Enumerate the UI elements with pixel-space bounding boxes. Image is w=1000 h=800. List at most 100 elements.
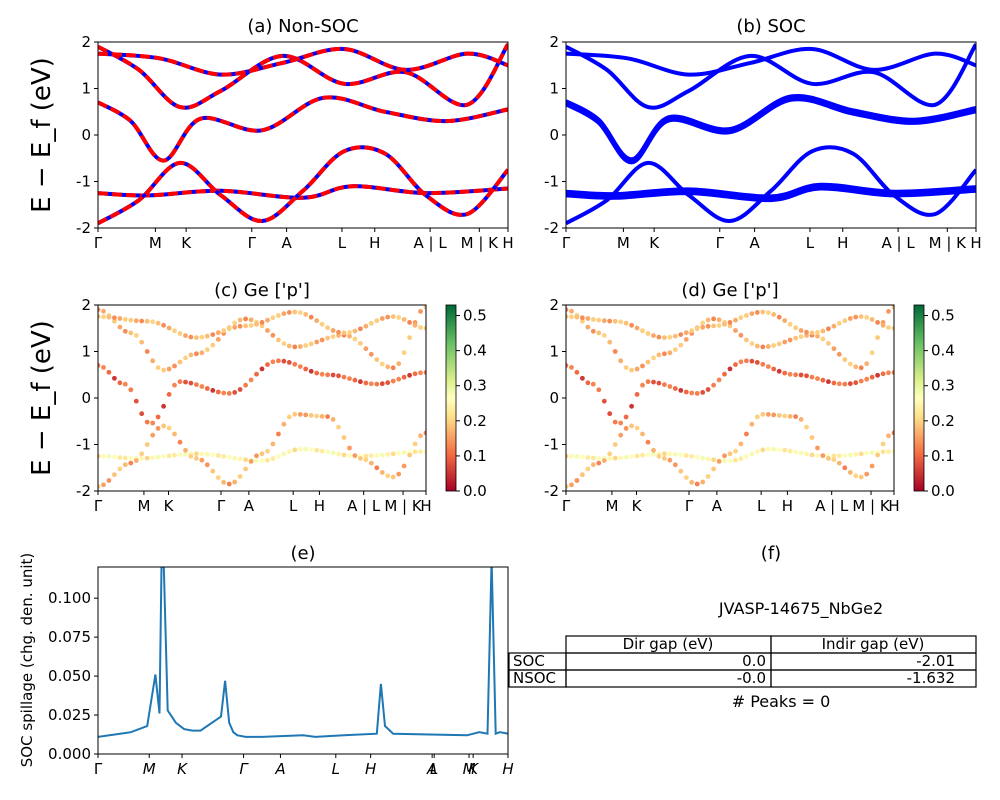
projection-point: [864, 450, 870, 456]
projection-point: [585, 324, 591, 330]
projection-point: [150, 432, 156, 438]
projection-point: [112, 318, 117, 324]
panel-c-title: (c) Ge ['p']: [214, 280, 310, 301]
projection-point: [640, 328, 645, 334]
projection-point: [569, 308, 574, 314]
projection-point: [352, 453, 358, 458]
projection-point: [177, 452, 183, 457]
projection-point: [144, 455, 150, 461]
panel-c-ylabel: E − E_f (eV): [27, 320, 57, 476]
panel-a-xtick-label: H: [502, 234, 513, 252]
panel-d-xtick-label: H: [782, 497, 793, 515]
projection-point: [155, 426, 161, 431]
projection-point: [864, 361, 870, 367]
projection-point: [596, 317, 602, 323]
projection-point: [809, 452, 815, 458]
projection-point: [574, 369, 580, 375]
panel-e-ytick-label: 0.025: [48, 706, 91, 724]
projection-point: [798, 417, 804, 422]
projection-point: [672, 347, 678, 353]
projection-point: [749, 451, 755, 457]
projection-point: [117, 466, 123, 472]
panel-a-xtick-label: Γ: [248, 234, 257, 252]
projection-point: [694, 481, 700, 487]
projection-point: [254, 453, 259, 459]
projection-point: [700, 455, 706, 461]
projection-point: [98, 453, 101, 459]
panel-b-xtick-label: K: [649, 234, 660, 252]
panel-c-points: [98, 305, 426, 489]
projection-point: [368, 381, 374, 387]
projection-point: [106, 314, 112, 320]
projection-point: [259, 451, 265, 457]
projection-point: [401, 374, 407, 380]
projection-point: [809, 435, 815, 440]
projection-point: [733, 448, 738, 454]
projection-point: [303, 446, 309, 452]
colorbar-tick-label: 0.0: [931, 482, 955, 500]
projection-point: [336, 329, 341, 335]
projection-point: [188, 380, 194, 386]
colorbar-tick-label: 0.4: [931, 342, 955, 360]
projection-point: [672, 386, 678, 391]
projection-point: [689, 328, 695, 334]
projection-point: [358, 341, 363, 346]
projection-point: [782, 413, 788, 419]
projection-point: [352, 377, 358, 383]
projection-point: [694, 391, 700, 396]
projection-point: [869, 374, 875, 380]
projection-point: [569, 453, 574, 459]
projection-point: [733, 317, 738, 323]
projection-point: [286, 414, 292, 420]
panel-c-ytick-label: -1: [76, 436, 91, 454]
projection-point: [106, 369, 112, 375]
projection-point: [744, 454, 749, 459]
projection-point: [645, 331, 651, 336]
projection-point: [831, 457, 837, 463]
projection-point: [733, 457, 738, 463]
projection-point: [347, 376, 352, 381]
projection-point: [782, 370, 788, 376]
projection-point: [172, 382, 177, 388]
projection-point: [607, 318, 613, 324]
projection-point: [864, 315, 870, 320]
projection-point: [407, 320, 412, 325]
projection-point: [847, 381, 853, 387]
projection-point: [265, 317, 270, 323]
projection-point: [891, 430, 894, 436]
projection-point: [722, 321, 727, 327]
panel-a-xtick-label: L: [338, 234, 347, 252]
band-line-red: [98, 43, 508, 110]
panel-c-xtick-label: Γ: [94, 497, 103, 515]
projection-point: [286, 360, 292, 365]
projection-point: [705, 323, 711, 329]
projection-point: [215, 337, 221, 342]
projection-point: [716, 459, 722, 464]
projection-point: [286, 449, 292, 454]
projection-point: [787, 337, 793, 343]
projection-point: [194, 451, 199, 457]
panel-e-xtick-label: A: [426, 760, 437, 778]
projection-point: [161, 322, 167, 328]
projection-point: [363, 380, 369, 386]
projection-point: [232, 390, 238, 395]
projection-point: [98, 307, 101, 312]
projection-point: [139, 456, 145, 461]
projection-point: [662, 382, 667, 387]
table-row-nsoc-dir: -0.0: [737, 669, 766, 687]
projection-point: [711, 457, 716, 463]
panel-f-table: JVASP-14675_NbGe2 Dir gap (eV) Indir gap…: [508, 599, 977, 711]
projection-point: [645, 379, 651, 385]
panel-b-xtick-label: H: [837, 234, 848, 252]
panel-b-ytick-label: 2: [549, 33, 559, 51]
projection-point: [265, 328, 270, 333]
projection-point: [166, 366, 172, 372]
projection-point: [891, 449, 894, 454]
projection-point: [117, 380, 123, 386]
projection-point: [297, 344, 303, 349]
projection-point: [374, 381, 380, 387]
colorbar-tick-label: 0.0: [463, 482, 487, 500]
projection-point: [596, 455, 602, 461]
projection-point: [423, 325, 426, 331]
projection-point: [396, 315, 402, 320]
